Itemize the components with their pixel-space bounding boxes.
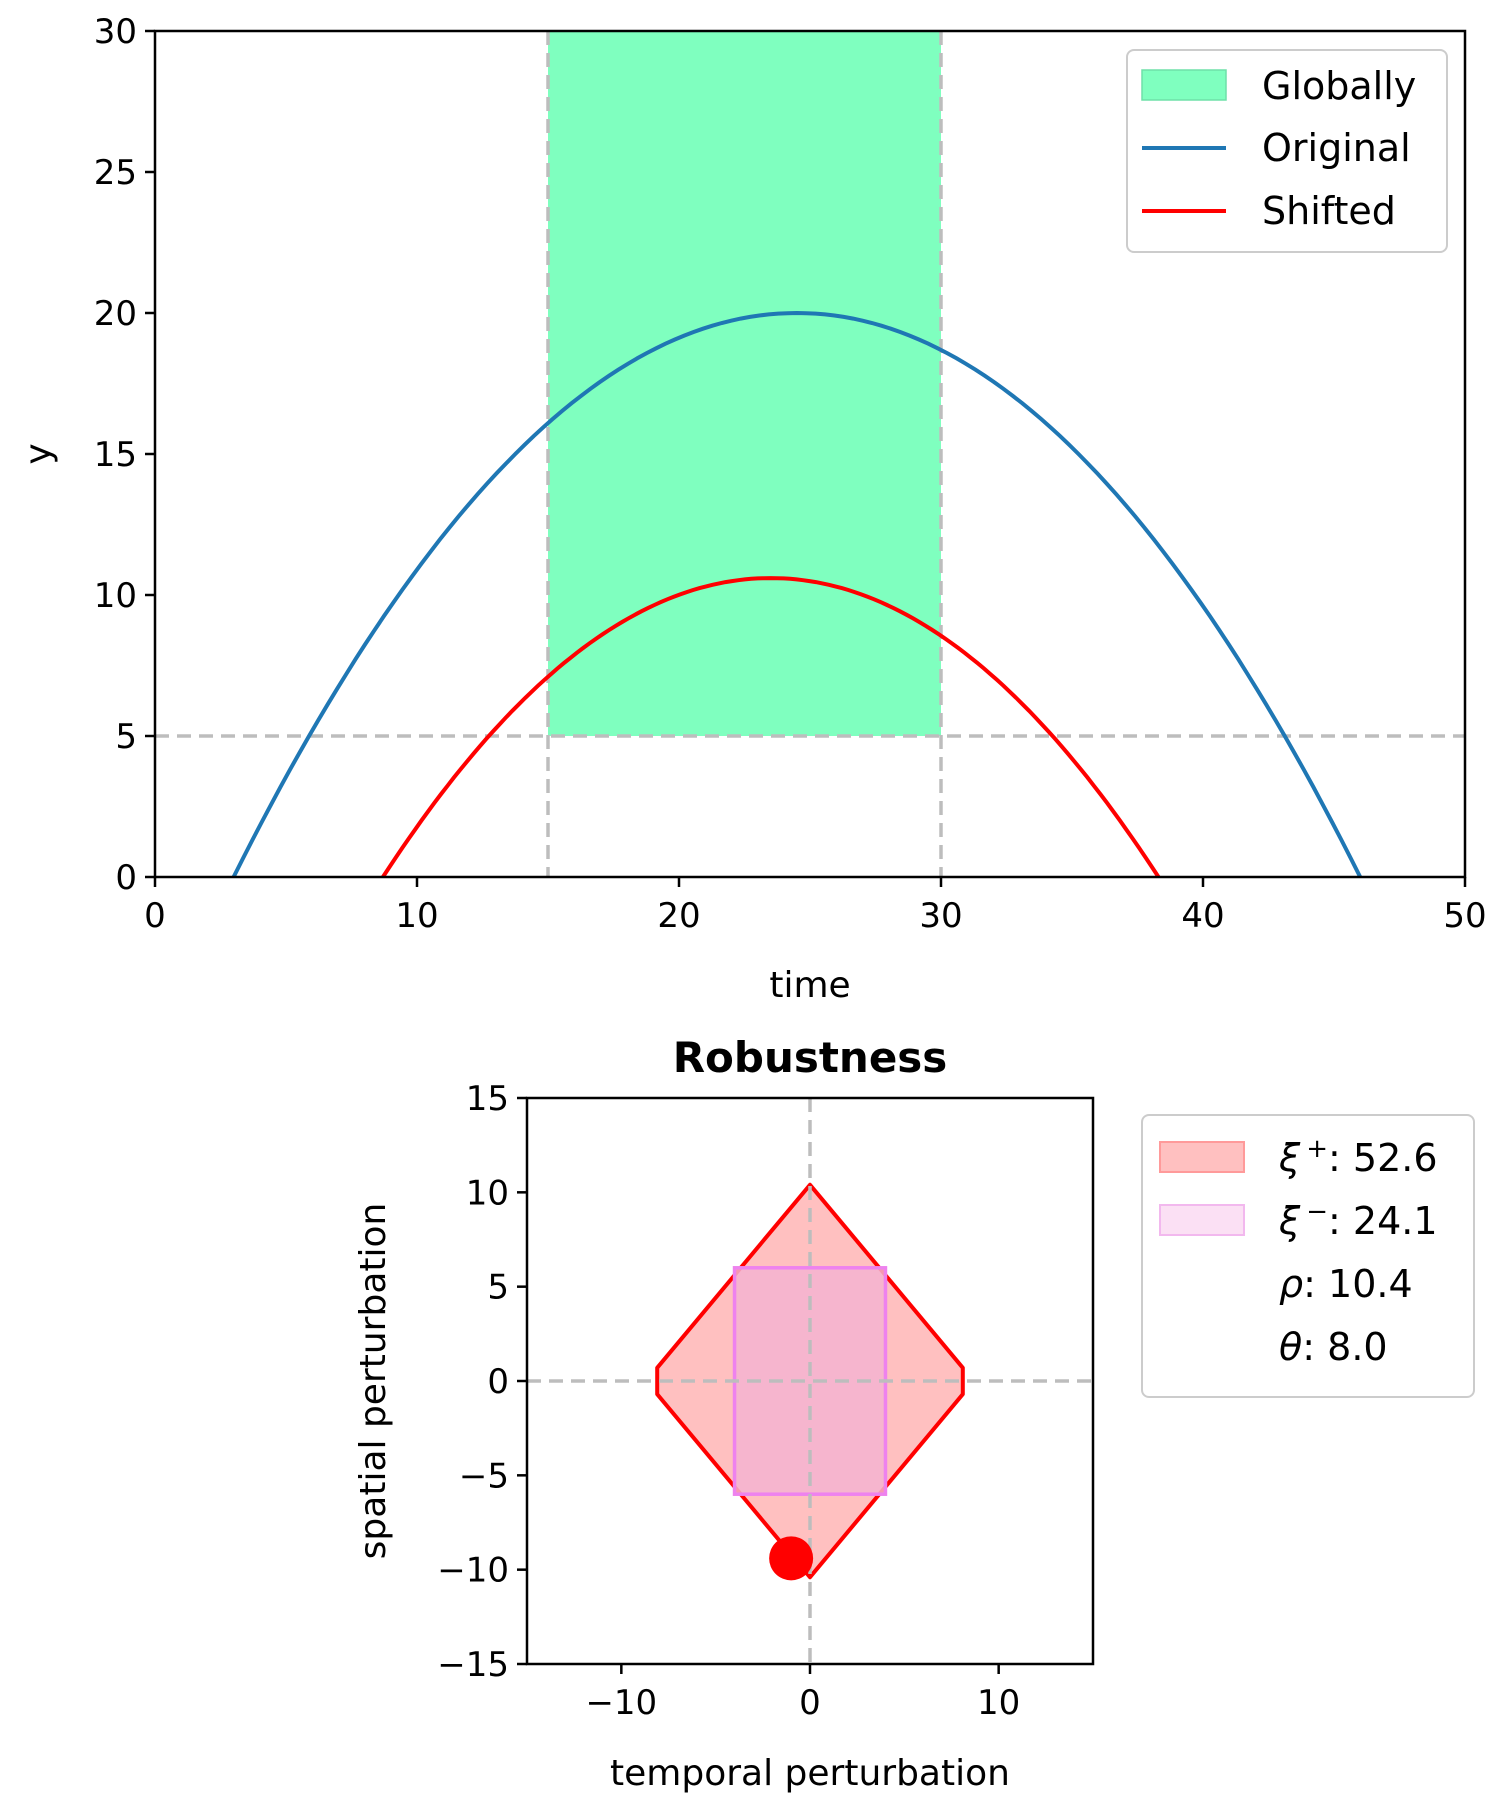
x-tick-label: 10 xyxy=(977,1683,1020,1723)
legend-label-globally: Globally xyxy=(1262,64,1416,108)
series-shifted-line xyxy=(381,576,1161,879)
legend-value: 10.4 xyxy=(1328,1262,1413,1306)
legend-superscript: − xyxy=(1306,1197,1328,1227)
legend-label-shifted: Shifted xyxy=(1262,189,1396,233)
legend-sep: : xyxy=(1328,1136,1353,1180)
y-tick-label: 10 xyxy=(94,576,137,616)
y-tick-label: 0 xyxy=(487,1362,509,1402)
y-tick-label: 20 xyxy=(94,294,137,334)
legend-value: 8.0 xyxy=(1327,1325,1387,1369)
y-tick-label: −15 xyxy=(437,1645,509,1685)
legend-symbol: θ xyxy=(1279,1325,1302,1369)
y-axis-label: y xyxy=(18,443,59,464)
x-tick-label: 40 xyxy=(1181,896,1224,936)
x-tick-label: 20 xyxy=(657,896,700,936)
x-axis-label: time xyxy=(769,965,850,1006)
robustness-chart: Robustness −10 0 10 −15 −10 −5 0 5 10 15 tempora… xyxy=(353,1033,1475,1794)
legend-box xyxy=(1141,1114,1475,1398)
globally-region xyxy=(548,31,941,736)
x-axis-ticks: −10 0 10 xyxy=(585,1664,1020,1723)
y-tick-label: 5 xyxy=(487,1268,509,1308)
legend-entry-xi-minus: ξ −: 24.1 xyxy=(1278,1197,1438,1243)
y-axis-ticks: 0 5 10 15 20 25 30 xyxy=(94,12,155,898)
legend-label-original: Original xyxy=(1262,126,1411,170)
legend-swatch-xi-minus xyxy=(1159,1204,1245,1236)
legend-swatch-globally xyxy=(1141,69,1227,101)
reference-lines xyxy=(155,31,1465,877)
legend-value: 24.1 xyxy=(1353,1199,1438,1243)
legend-entry-theta: θ: 8.0 xyxy=(1279,1325,1388,1369)
legend-symbol: ρ xyxy=(1279,1262,1303,1306)
legend-swatch-xi-plus xyxy=(1159,1141,1245,1173)
legend-entry-rho: ρ: 10.4 xyxy=(1279,1262,1413,1306)
series-original-line xyxy=(231,310,1362,878)
x-tick-label: −10 xyxy=(585,1683,657,1723)
legend: ξ +: 52.6 ξ −: 24.1 ρ: 10.4 θ: 8.0 xyxy=(1141,1114,1475,1398)
robustness-point xyxy=(769,1536,814,1581)
x-axis-ticks: 0 10 20 30 40 50 xyxy=(144,877,1487,936)
legend-sep: : xyxy=(1302,1325,1327,1369)
x-tick-label: 0 xyxy=(799,1683,821,1723)
y-tick-label: 10 xyxy=(466,1173,509,1213)
legend-symbol: ξ xyxy=(1278,1136,1301,1180)
reference-lines xyxy=(527,1098,1093,1664)
chart-title: Robustness xyxy=(673,1033,948,1082)
y-tick-label: 0 xyxy=(115,858,137,898)
y-tick-label: 5 xyxy=(115,717,137,757)
x-axis-label: temporal perturbation xyxy=(610,1753,1010,1794)
x-tick-label: 0 xyxy=(144,896,166,936)
y-axis-label: spatial perturbation xyxy=(353,1203,394,1560)
legend-superscript: + xyxy=(1306,1134,1328,1164)
time-series-chart: 0 10 20 30 40 50 0 5 10 15 20 25 30 time y Globally… xyxy=(18,12,1487,1006)
legend: Globally Original Shifted xyxy=(1126,49,1448,253)
y-tick-label: −5 xyxy=(459,1456,509,1496)
y-tick-label: 30 xyxy=(94,12,137,52)
x-tick-label: 30 xyxy=(919,896,962,936)
x-tick-label: 50 xyxy=(1443,896,1486,936)
x-tick-label: 10 xyxy=(395,896,438,936)
y-tick-label: 15 xyxy=(466,1079,509,1119)
legend-sep: : xyxy=(1328,1199,1353,1243)
legend-symbol: ξ xyxy=(1278,1199,1301,1243)
y-tick-label: 25 xyxy=(94,153,137,193)
legend-value: 52.6 xyxy=(1353,1136,1438,1180)
y-axis-ticks: −15 −10 −5 0 5 10 15 xyxy=(437,1079,527,1685)
y-tick-label: 15 xyxy=(94,435,137,475)
legend-sep: : xyxy=(1303,1262,1328,1306)
legend-entry-xi-plus: ξ +: 52.6 xyxy=(1278,1134,1438,1180)
y-tick-label: −10 xyxy=(437,1551,509,1591)
